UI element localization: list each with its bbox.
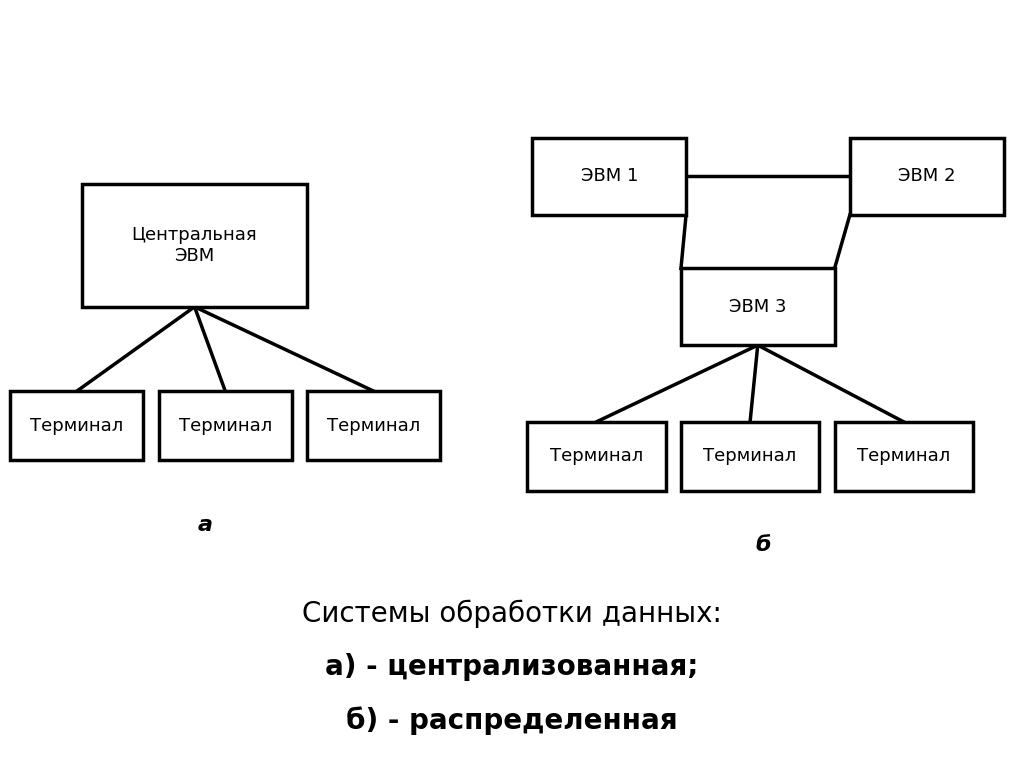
Bar — [681, 422, 819, 491]
Text: ЭВМ 1: ЭВМ 1 — [581, 167, 638, 186]
Text: Терминал: Терминал — [178, 416, 272, 435]
Text: Терминал: Терминал — [857, 447, 950, 466]
Bar — [835, 422, 973, 491]
Text: б: б — [755, 535, 771, 555]
Text: Системы обработки данных:: Системы обработки данных: — [302, 599, 722, 628]
Text: ЭВМ 3: ЭВМ 3 — [729, 298, 786, 316]
Bar — [159, 391, 292, 460]
Bar — [527, 422, 666, 491]
Text: а: а — [198, 515, 212, 535]
Text: Центральная
ЭВМ: Центральная ЭВМ — [132, 226, 257, 265]
Bar — [10, 391, 143, 460]
Text: а) - централизованная;: а) - централизованная; — [326, 653, 698, 681]
Bar — [850, 138, 1004, 215]
Bar — [82, 184, 307, 307]
Text: б) - распределенная: б) - распределенная — [346, 706, 678, 736]
Text: Терминал: Терминал — [30, 416, 124, 435]
Bar — [681, 268, 835, 345]
Text: Терминал: Терминал — [703, 447, 797, 466]
Text: ЭВМ 2: ЭВМ 2 — [898, 167, 955, 186]
Bar — [532, 138, 686, 215]
Text: Терминал: Терминал — [327, 416, 421, 435]
Bar — [307, 391, 440, 460]
Text: Терминал: Терминал — [550, 447, 643, 466]
